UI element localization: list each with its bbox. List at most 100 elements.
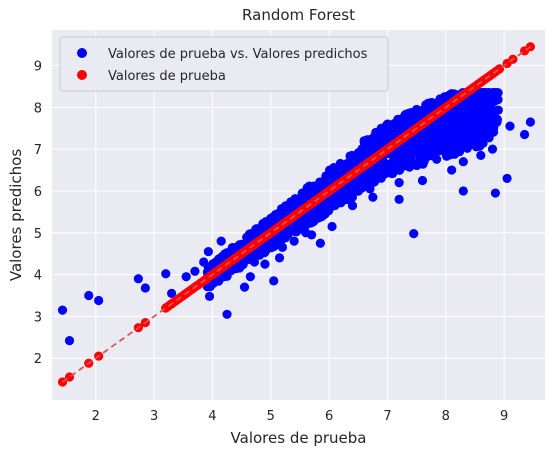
predicted-point [476, 150, 486, 161]
predicted-point [308, 184, 318, 194]
chart-title: Random Forest [242, 6, 355, 24]
predicted-point [181, 272, 191, 282]
predicted-point [297, 221, 307, 231]
predicted-point [476, 121, 486, 131]
x-tick-label: 9 [500, 409, 508, 424]
predicted-point [57, 305, 68, 315]
predicted-point [423, 98, 433, 108]
predicted-point [479, 108, 489, 118]
predicted-point [431, 123, 441, 134]
predicted-point [400, 113, 410, 123]
predicted-point [490, 188, 501, 198]
predicted-point [453, 122, 463, 132]
predicted-point [417, 175, 428, 186]
predicted-point [330, 167, 340, 177]
predicted-point [336, 192, 346, 202]
predicted-point [492, 88, 502, 98]
predicted-point [475, 141, 485, 151]
predicted-point [308, 215, 318, 225]
predicted-point [133, 274, 143, 284]
predicted-point [487, 106, 498, 116]
predicted-point [367, 173, 377, 183]
y-tick-label: 8 [34, 101, 42, 116]
predicted-point [412, 104, 422, 115]
predicted-point [260, 259, 270, 269]
predicted-point [434, 133, 444, 144]
predicted-point [289, 236, 299, 246]
predicted-point [447, 165, 457, 175]
predicted-point [245, 272, 255, 282]
predicted-point [377, 169, 387, 179]
predicted-point [406, 152, 416, 163]
y-tick-label: 3 [34, 310, 42, 325]
y-tick-label: 9 [34, 60, 42, 75]
predicted-point [274, 253, 285, 263]
legend-marker-test [77, 70, 87, 80]
y-tick-labels: 2 3 4 5 6 7 8 9 [34, 60, 42, 368]
predicted-point [458, 157, 468, 167]
predicted-point [190, 266, 200, 276]
predicted-point [376, 139, 386, 149]
legend: Valores de prueba vs. Valores predichos … [59, 36, 389, 92]
predicted-point [458, 186, 468, 196]
predicted-point [161, 269, 171, 279]
predicted-point [312, 207, 323, 217]
x-tick-label: 6 [325, 409, 333, 424]
predicted-point [464, 115, 474, 126]
predicted-point [436, 117, 446, 128]
predicted-point [470, 102, 480, 112]
predicted-point [353, 175, 363, 186]
grid [52, 30, 545, 400]
legend-label-predicted: Valores de prueba vs. Valores predichos [108, 47, 368, 62]
x-tick-label: 7 [383, 409, 391, 424]
y-tick-label: 4 [34, 269, 42, 284]
predicted-point [357, 147, 367, 157]
x-tick-label: 8 [442, 409, 450, 424]
predicted-point [368, 192, 378, 202]
predicted-point [284, 200, 294, 210]
predicted-point [359, 136, 369, 146]
y-tick-label: 7 [34, 143, 42, 158]
predicted-point [342, 159, 352, 169]
predicted-point [457, 115, 467, 125]
x-tick-label: 5 [267, 409, 275, 424]
predicted-point [394, 194, 404, 204]
predicted-point [249, 257, 260, 267]
predicted-point [402, 161, 412, 171]
predicted-point [167, 288, 177, 298]
predicted-point [382, 119, 393, 129]
predicted-point [453, 137, 463, 148]
y-tick-label: 6 [34, 185, 42, 200]
legend-label-test: Valores de prueba [108, 69, 226, 84]
predicted-point [390, 150, 400, 160]
predicted-point [327, 221, 337, 232]
predicted-point [204, 291, 215, 301]
x-tick-labels: 2 3 4 5 6 7 8 9 [92, 409, 509, 424]
predicted-point [347, 200, 358, 211]
predicted-point [412, 145, 422, 155]
predicted-point [216, 236, 226, 246]
predicted-point [417, 155, 428, 165]
predicted-point [417, 138, 427, 148]
predicted-point [409, 229, 419, 239]
x-tick-label: 2 [92, 409, 100, 424]
predicted-point [315, 238, 325, 248]
y-tick-label: 2 [34, 352, 42, 367]
predicted-point [429, 148, 439, 158]
predicted-point [480, 88, 490, 98]
predicted-point [203, 246, 213, 257]
predicted-point [347, 182, 358, 192]
predicted-point [394, 177, 404, 188]
predicted-point [505, 121, 515, 131]
predicted-point [205, 281, 215, 292]
predicted-point [84, 290, 94, 301]
predicted-point [307, 230, 317, 240]
y-axis-label: Valores predichos [7, 149, 25, 281]
x-tick-label: 4 [208, 409, 216, 424]
predicted-point [239, 282, 250, 292]
y-tick-label: 5 [34, 227, 42, 242]
predicted-point [199, 257, 209, 267]
predicted-point [365, 184, 375, 194]
x-tick-label: 3 [150, 409, 158, 424]
